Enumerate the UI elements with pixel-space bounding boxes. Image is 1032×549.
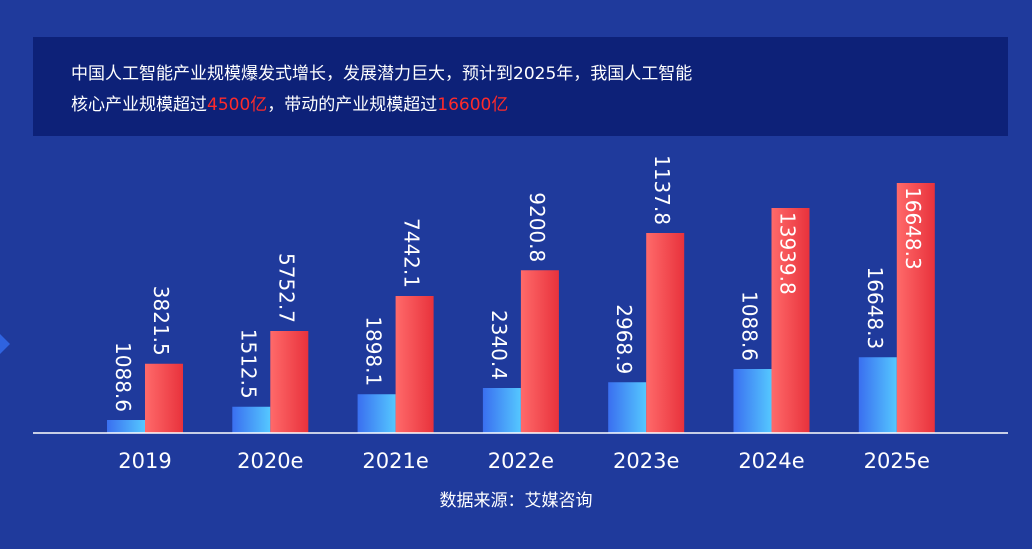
data-source: 数据来源：艾媒咨询 [439,491,593,511]
summary-line-2-mid: ，带动的产业规模超过 [267,95,438,115]
core-scale-bar-2022e [482,388,521,433]
x-tick-label-2021e: 2021e [362,449,428,473]
core-scale-label-2020e: 1512.5 [236,329,260,399]
driven-scale-bar-2022e [520,270,559,433]
x-tick-label-2019: 2019 [118,449,171,473]
driven-scale-label-2020e: 5752.7 [274,253,298,323]
core-scale-highlight: 4500亿 [207,95,268,115]
driven-scale-bar-2019 [145,363,183,433]
x-tick-label-2020e: 2020e [237,449,303,473]
driven-scale-label-2024e: 13939.8 [776,212,800,295]
x-tick-label-2022e: 2022e [488,449,554,473]
core-scale-label-2023e: 2968.9 [612,304,636,374]
driven-scale-bar-2025e [896,183,935,433]
driven-scale-label-2022e: 9200.8 [525,192,549,262]
x-tick-label-2025e: 2025e [864,449,930,473]
driven-scale-label-2021e: 7442.1 [400,218,424,288]
core-scale-label-2024e: 1088.6 [738,291,762,361]
driven-scale-bar-2021e [395,296,434,433]
core-scale-label-2025e: 16648.3 [863,267,887,350]
core-scale-label-2019: 1088.6 [111,342,135,412]
x-tick-label-2024e: 2024e [738,449,804,473]
core-scale-label-2022e: 2340.4 [487,310,511,380]
core-scale-bar-2020e [232,406,271,433]
summary-line-2: 核心产业规模超过4500亿，带动的产业规模超过16600亿 [71,93,508,117]
driven-scale-highlight: 16600亿 [437,95,509,115]
core-scale-bar-2025e [858,357,897,433]
driven-scale-bar-2020e [270,331,309,433]
driven-scale-bar-2024e [771,208,810,433]
driven-scale-bar-2023e [646,233,685,433]
core-scale-label-2021e: 1898.1 [362,316,386,386]
core-scale-bar-2024e [733,369,772,433]
summary-banner: 中国人工智能产业规模爆发式增长，发展潜力巨大，预计到2025年，我国人工智能 核… [33,37,1008,136]
summary-line-1: 中国人工智能产业规模爆发式增长，发展潜力巨大，预计到2025年，我国人工智能 [71,62,692,86]
x-tick-label-2023e: 2023e [613,449,679,473]
summary-line-2-before: 核心产业规模超过 [71,95,207,115]
driven-scale-label-2025e: 16648.3 [901,187,925,270]
core-scale-bar-2023e [608,382,647,433]
driven-scale-label-2023e: 1137.8 [650,155,674,225]
core-scale-bar-2021e [357,394,396,433]
core-scale-bar-2019 [107,420,145,433]
summary-line-1-text: 中国人工智能产业规模爆发式增长，发展潜力巨大，预计到2025年，我国人工智能 [71,64,693,84]
side-arrow-icon [0,334,10,354]
driven-scale-label-2019: 3821.5 [149,286,173,356]
